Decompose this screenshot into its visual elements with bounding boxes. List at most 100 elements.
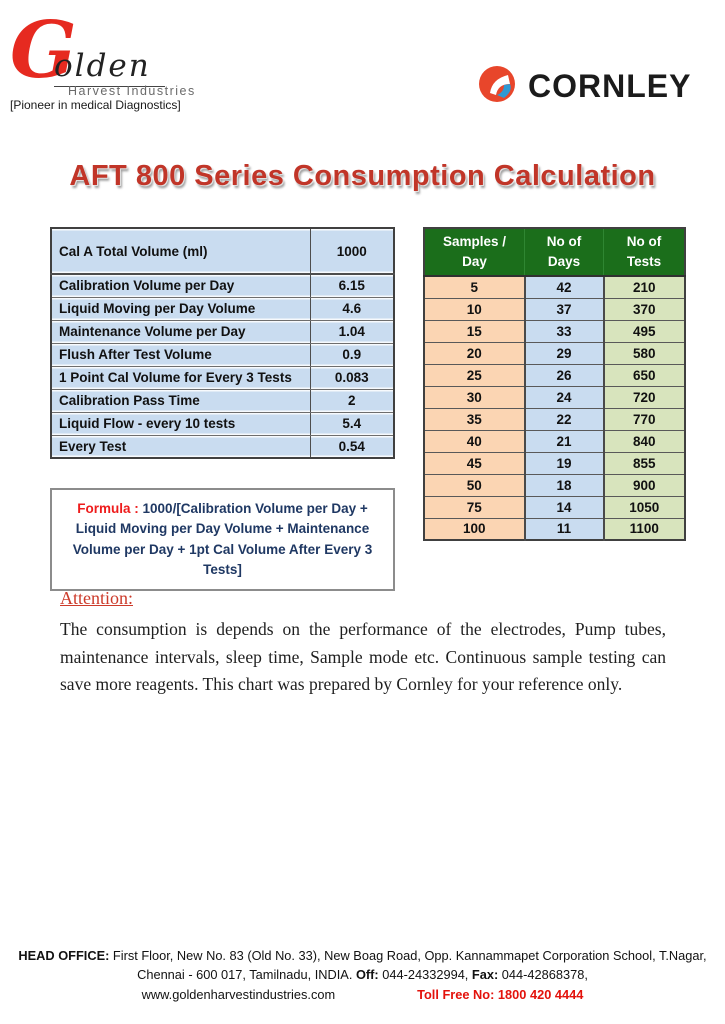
samples-cell: 15 bbox=[424, 319, 525, 342]
param-value: 6.15 bbox=[309, 274, 394, 298]
formula-label: Formula : bbox=[77, 501, 139, 516]
table-row: 75 14 1050 bbox=[424, 495, 685, 518]
days-cell: 24 bbox=[523, 385, 604, 408]
table-row: 20 29 580 bbox=[424, 341, 685, 364]
param-label: Every Test bbox=[51, 435, 310, 458]
table-row: Calibration Volume per Day 6.15 bbox=[51, 274, 394, 298]
parameters-table: Cal A Total Volume (ml) 1000 Calibration… bbox=[50, 227, 395, 459]
samples-cell: 75 bbox=[424, 495, 525, 518]
days-cell: 37 bbox=[523, 297, 604, 320]
table-row: Liquid Flow - every 10 tests 5.4 bbox=[51, 412, 394, 436]
param-value: 1.04 bbox=[309, 320, 394, 344]
table-row: 50 18 900 bbox=[424, 473, 685, 496]
table-row: 30 24 720 bbox=[424, 385, 685, 408]
param-label: 1 Point Cal Volume for Every 3 Tests bbox=[51, 366, 310, 390]
samples-cell: 30 bbox=[424, 385, 525, 408]
param-label: Liquid Flow - every 10 tests bbox=[51, 412, 310, 436]
column-header: Samples / Day bbox=[423, 227, 526, 277]
head-office-label: HEAD OFFICE: bbox=[18, 948, 110, 963]
logo-script-text: olden bbox=[54, 48, 165, 87]
param-label: Calibration Pass Time bbox=[51, 389, 310, 413]
table-row: 15 33 495 bbox=[424, 319, 685, 342]
logo-tagline: [Pioneer in medical Diagnostics] bbox=[10, 98, 181, 112]
samples-cell: 20 bbox=[424, 341, 525, 364]
cornley-logo: CORNLEY bbox=[478, 64, 691, 109]
param-value: 2 bbox=[309, 389, 394, 413]
param-value: 0.54 bbox=[309, 435, 394, 458]
cornley-icon bbox=[478, 64, 518, 109]
tests-cell: 1050 bbox=[602, 495, 685, 518]
tests-cell: 650 bbox=[602, 363, 685, 386]
table-row: Every Test 0.54 bbox=[51, 435, 394, 458]
table-row: 35 22 770 bbox=[424, 407, 685, 430]
table-row: Liquid Moving per Day Volume 4.6 bbox=[51, 297, 394, 321]
param-value: 1000 bbox=[309, 228, 394, 275]
table-row: Cal A Total Volume (ml) 1000 bbox=[51, 228, 394, 275]
table-header-row: Samples / Day No of Days No of Tests bbox=[423, 227, 686, 277]
param-value: 0.083 bbox=[309, 366, 394, 390]
days-cell: 26 bbox=[523, 363, 604, 386]
table-row: 25 26 650 bbox=[424, 363, 685, 386]
param-label: Liquid Moving per Day Volume bbox=[51, 297, 310, 321]
table-row: 10 37 370 bbox=[424, 297, 685, 320]
days-cell: 33 bbox=[523, 319, 604, 342]
logo-letter-g: G bbox=[10, 5, 77, 96]
param-label: Maintenance Volume per Day bbox=[51, 320, 310, 344]
formula-text: 1000/[Calibration Volume per Day + Liqui… bbox=[72, 501, 373, 577]
tests-cell: 855 bbox=[602, 451, 685, 474]
tests-cell: 840 bbox=[602, 429, 685, 452]
table-row: 40 21 840 bbox=[424, 429, 685, 452]
samples-cell: 45 bbox=[424, 451, 525, 474]
samples-cell: 40 bbox=[424, 429, 525, 452]
website-text: www.goldenharvestindustries.com bbox=[141, 987, 336, 1003]
office-phone-label: Off: bbox=[355, 967, 379, 983]
table-row: Calibration Pass Time 2 bbox=[51, 389, 394, 413]
attention-text: The consumption is depends on the perfor… bbox=[60, 619, 666, 695]
fax-value: 044-42868378, bbox=[498, 967, 588, 983]
tests-cell: 210 bbox=[602, 275, 685, 298]
table-row: Maintenance Volume per Day 1.04 bbox=[51, 320, 394, 344]
days-cell: 19 bbox=[523, 451, 604, 474]
office-phone-value: 044-24332994, bbox=[378, 967, 472, 983]
fax-label: Fax: bbox=[471, 967, 499, 983]
tests-cell: 1100 bbox=[602, 517, 685, 540]
days-cell: 11 bbox=[523, 517, 604, 540]
consumption-table: Samples / Day No of Days No of Tests 5 4… bbox=[423, 227, 686, 541]
attention-section: Attention: The consumption is depends on… bbox=[60, 588, 666, 699]
page-title: AFT 800 Series Consumption Calculation bbox=[69, 160, 656, 192]
footer: HEAD OFFICE: First Floor, New No. 83 (Ol… bbox=[0, 946, 725, 1005]
table-row: 45 19 855 bbox=[424, 451, 685, 474]
tests-cell: 720 bbox=[602, 385, 685, 408]
param-value: 4.6 bbox=[309, 297, 394, 321]
tests-cell: 770 bbox=[602, 407, 685, 430]
days-cell: 18 bbox=[523, 473, 604, 496]
tests-cell: 495 bbox=[602, 319, 685, 342]
city-text: Chennai - 600 017, Tamilnadu, INDIA. bbox=[137, 967, 356, 983]
samples-cell: 50 bbox=[424, 473, 525, 496]
golden-wordmark: G olden bbox=[10, 12, 200, 98]
samples-cell: 5 bbox=[424, 275, 525, 298]
tests-cell: 580 bbox=[602, 341, 685, 364]
param-label: Cal A Total Volume (ml) bbox=[51, 228, 310, 275]
table-row: 1 Point Cal Volume for Every 3 Tests 0.0… bbox=[51, 366, 394, 390]
param-label: Flush After Test Volume bbox=[51, 343, 310, 367]
table-row: 5 42 210 bbox=[424, 275, 685, 298]
cornley-wordmark: CORNLEY bbox=[528, 68, 692, 104]
days-cell: 14 bbox=[523, 495, 604, 518]
address-text: First Floor, New No. 83 (Old No. 33), Ne… bbox=[109, 948, 707, 963]
column-header: No of Days bbox=[524, 227, 604, 277]
footer-address-line2: Chennai - 600 017, Tamilnadu, INDIA. Off… bbox=[0, 965, 725, 984]
footer-contact-line: www.goldenharvestindustries.com Toll Fre… bbox=[0, 985, 725, 1004]
table-row: Flush After Test Volume 0.9 bbox=[51, 343, 394, 367]
attention-heading: Attention: bbox=[60, 588, 133, 608]
footer-address-line1: HEAD OFFICE: First Floor, New No. 83 (Ol… bbox=[0, 946, 725, 965]
days-cell: 42 bbox=[523, 275, 604, 298]
samples-cell: 10 bbox=[424, 297, 525, 320]
table-row: 100 11 1100 bbox=[424, 517, 685, 540]
tests-cell: 370 bbox=[602, 297, 685, 320]
param-label: Calibration Volume per Day bbox=[51, 274, 310, 298]
days-cell: 21 bbox=[523, 429, 604, 452]
formula-box: Formula : 1000/[Calibration Volume per D… bbox=[50, 488, 395, 591]
column-header: No of Tests bbox=[603, 227, 686, 277]
